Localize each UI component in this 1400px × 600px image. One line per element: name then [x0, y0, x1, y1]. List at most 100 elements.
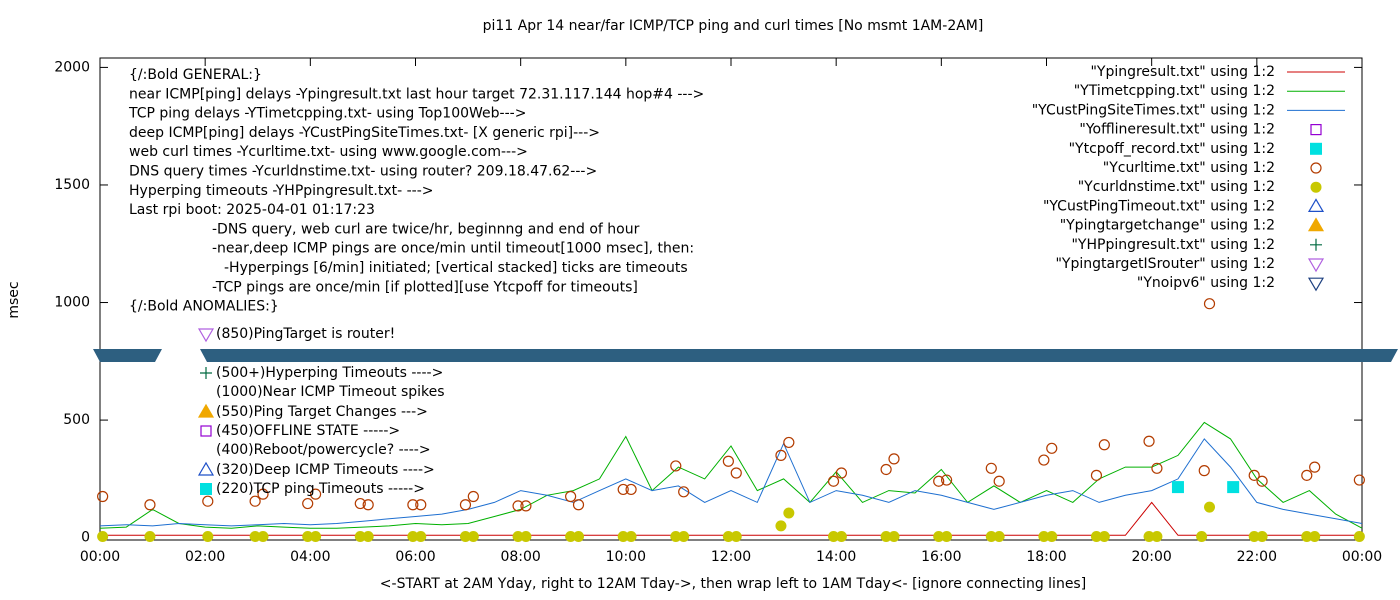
data-point: [678, 530, 690, 542]
key-note: (220)TCP ping Timeouts ----->: [216, 481, 425, 497]
data-point: [97, 490, 109, 503]
data-point: [783, 436, 795, 449]
data-point: [1151, 530, 1163, 542]
data-point: [362, 530, 374, 542]
data-point: [880, 463, 892, 476]
data-point: [828, 530, 840, 542]
key-note: (550)Ping Target Changes --->: [216, 404, 428, 420]
annotation: -DNS query, web curl are twice/hr, begin…: [212, 221, 640, 237]
data-point: [678, 486, 690, 498]
data-point: [512, 500, 524, 512]
data-point: [573, 530, 585, 542]
legend-swatch: [1307, 198, 1325, 212]
data-point: [1143, 435, 1155, 447]
data-point: [1256, 475, 1268, 487]
y-tick-label: 2000: [54, 59, 90, 75]
annotation: Hyperping timeouts -YHPpingresult.txt- -…: [129, 183, 434, 199]
legend-label: "YCustPingSiteTimes.txt" using 1:2: [1032, 102, 1275, 118]
data-point: [202, 530, 214, 542]
data-point: [1046, 442, 1058, 454]
data-point: [467, 530, 479, 542]
data-point: [565, 530, 577, 542]
data-point: [625, 530, 637, 542]
data-point: [257, 530, 269, 542]
data-point: [940, 474, 953, 486]
data-point: [459, 530, 471, 542]
data-point: [415, 530, 427, 542]
y-tick-label: 500: [63, 412, 90, 428]
data-point: [144, 499, 156, 511]
data-point: [310, 530, 322, 542]
data-point: [407, 499, 419, 511]
data-point: [730, 530, 742, 542]
annotation: -near,deep ICMP pings are once/min until…: [212, 241, 694, 257]
x-tick-label: 16:00: [921, 549, 961, 565]
data-point: [722, 530, 734, 542]
data-point: [670, 460, 682, 472]
data-point: [1248, 469, 1260, 481]
data-point: [1090, 530, 1102, 542]
data-point: [1309, 530, 1321, 542]
data-point: [202, 495, 214, 507]
key-note: (850)PingTarget is router!: [216, 326, 395, 342]
annotation: TCP ping delays -YTimetcpping.txt- using…: [128, 106, 526, 122]
key-symbol: [200, 483, 212, 495]
x-axis-label: <-START at 2AM Yday, right to 12AM Tday-…: [380, 576, 1086, 592]
data-point: [775, 449, 787, 461]
data-point: [993, 475, 1005, 487]
data-point: [1098, 530, 1110, 542]
data-point: [625, 483, 637, 496]
legend-swatch: [1310, 162, 1322, 174]
legend-swatch: [1307, 277, 1325, 292]
x-tick-label: 14:00: [816, 549, 856, 565]
timeout-band: [93, 349, 1398, 362]
data-point: [1309, 461, 1321, 473]
legend-swatch: [1307, 258, 1325, 273]
annotation: near ICMP[ping] delays -Ypingresult.txt …: [129, 86, 704, 102]
legend-label: "Ypingtargetchange" using 1:2: [1060, 218, 1275, 234]
data-point: [257, 488, 269, 500]
key-note: (1000)Near ICMP Timeout spikes: [216, 384, 445, 400]
x-tick-label: 08:00: [500, 549, 540, 565]
key-note: (320)Deep ICMP Timeouts ---->: [216, 462, 435, 478]
x-tick-label: 06:00: [395, 549, 435, 565]
annotation: -TCP pings are once/min [if plotted][use…: [212, 279, 638, 295]
data-point: [933, 475, 945, 487]
legend-label: "Ycurldnstime.txt" using 1:2: [1078, 179, 1275, 195]
data-point: [827, 475, 840, 487]
x-tick-label: 22:00: [1237, 549, 1277, 565]
annotation: {/:Bold GENERAL:}: [129, 67, 262, 83]
y-tick-label: 1500: [54, 177, 90, 193]
data-point: [1038, 530, 1050, 542]
data-point: [362, 499, 374, 511]
y-tick-label: 1000: [54, 295, 90, 311]
annotation: Last rpi boot: 2025-04-01 01:17:23: [129, 202, 375, 218]
legend-swatch: [1310, 142, 1322, 155]
data-point: [354, 530, 366, 542]
x-tick-label: 00:00: [1342, 549, 1382, 565]
chart-title: pi11 Apr 14 near/far ICMP/TCP ping and c…: [483, 18, 984, 34]
series-line: [100, 501, 1362, 536]
legend-swatch: [1310, 123, 1322, 136]
data-point: [1151, 462, 1163, 474]
data-point: [407, 530, 419, 542]
data-point: [617, 530, 629, 542]
key-symbol: [197, 403, 215, 418]
data-point: [354, 497, 366, 510]
key-note: (450)OFFLINE STATE ----->: [216, 423, 400, 439]
x-tick-label: 20:00: [1131, 549, 1171, 565]
series-line: [99, 438, 1363, 527]
key-symbol: [197, 461, 215, 476]
key-note: (500+)Hyperping Timeouts ---->: [216, 365, 443, 381]
data-point: [722, 455, 734, 467]
y-axis-label: msec: [6, 281, 22, 318]
data-point: [1038, 454, 1050, 466]
data-point: [985, 530, 997, 542]
annotation: {/:Bold ANOMALIES:}: [129, 299, 279, 315]
data-point: [993, 530, 1005, 542]
annotation: web curl times -Ycurltime.txt- using www…: [129, 144, 528, 160]
data-point: [1143, 530, 1155, 542]
key-symbol: [197, 328, 215, 343]
